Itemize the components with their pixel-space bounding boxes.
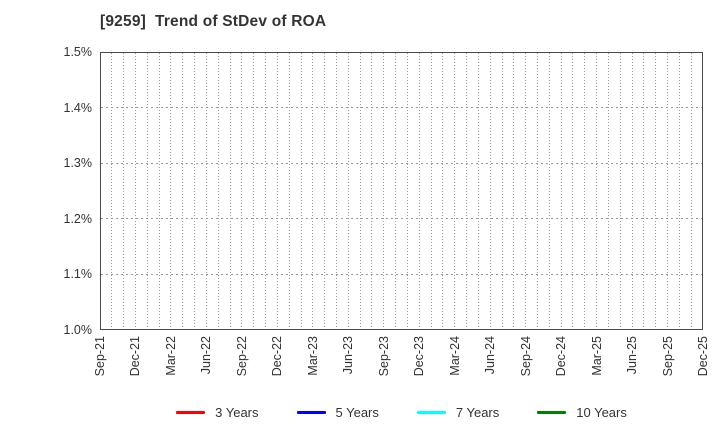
gridline-vertical (548, 53, 550, 329)
gridline-vertical (406, 53, 408, 329)
gridline-vertical (312, 53, 314, 329)
gridline-vertical (596, 53, 598, 329)
gridline-vertical (205, 53, 207, 329)
legend-item: 7 Years (416, 405, 500, 420)
gridline-vertical (525, 53, 527, 329)
x-tick-label: Dec-23 (412, 336, 427, 377)
y-tick-label: 1.5% (63, 45, 93, 59)
gridline-vertical (466, 53, 468, 329)
gridline-vertical (536, 53, 538, 329)
legend-item: 10 Years (537, 405, 627, 420)
plot-area (100, 52, 703, 330)
legend-label: 7 Years (455, 405, 500, 420)
x-tick-label: Jun-23 (341, 336, 356, 375)
x-tick-label: Mar-23 (305, 336, 320, 376)
gridline-vertical (607, 53, 609, 329)
y-tick-label: 1.1% (63, 267, 93, 282)
legend-item: 5 Years (296, 405, 379, 420)
gridline-vertical (265, 53, 267, 329)
x-tick-label: Jun-22 (199, 336, 214, 375)
gridline-vertical (690, 53, 692, 329)
gridline-vertical (359, 53, 361, 329)
legend-line-swatch (176, 411, 206, 414)
gridline-vertical (276, 53, 278, 329)
gridline-horizontal (101, 162, 702, 164)
gridline-vertical (489, 53, 491, 329)
gridline-vertical (383, 53, 385, 329)
gridline-vertical (182, 53, 184, 329)
x-tick-label: Dec-21 (128, 336, 143, 377)
gridline-vertical (643, 53, 645, 329)
gridline-vertical (241, 53, 243, 329)
x-tick-label: Dec-22 (270, 336, 285, 377)
gridline-vertical (371, 53, 373, 329)
x-tick-label: Mar-24 (447, 336, 462, 376)
gridline-vertical (655, 53, 657, 329)
gridline-vertical (454, 53, 456, 329)
legend-item: 3 Years (176, 405, 259, 420)
x-tick-label: Sep-21 (93, 336, 107, 377)
gridline-vertical (229, 53, 231, 329)
gridline-vertical (560, 53, 562, 329)
gridline-horizontal (101, 107, 702, 109)
gridline-vertical (619, 53, 621, 329)
gridline-vertical (134, 53, 136, 329)
x-tick-label: Mar-22 (163, 336, 178, 376)
gridline-horizontal (101, 273, 702, 275)
gridline-vertical (324, 53, 326, 329)
legend-label: 3 Years (215, 405, 259, 420)
gridline-vertical (146, 53, 148, 329)
x-tick-label: Sep-25 (660, 336, 675, 377)
gridline-vertical (335, 53, 337, 329)
legend: 3 Years 5 Years 7 Years 10 Years (100, 405, 703, 420)
gridline-vertical (584, 53, 586, 329)
gridline-vertical (158, 53, 160, 329)
chart-title: [9259] Trend of StDev of ROA (100, 13, 327, 30)
gridline-vertical (631, 53, 633, 329)
x-tick-label: Sep-24 (518, 336, 533, 377)
gridline-vertical (572, 53, 574, 329)
legend-line-swatch (537, 411, 567, 414)
legend-line-swatch (296, 411, 326, 414)
gridline-vertical (442, 53, 444, 329)
gridline-vertical (395, 53, 397, 329)
y-tick-label: 1.4% (63, 100, 93, 115)
gridline-vertical (111, 53, 113, 329)
x-tick-label: Sep-23 (376, 336, 391, 377)
gridline-horizontal (101, 218, 702, 220)
y-tick-label: 1.2% (63, 211, 93, 226)
x-tick-label: Sep-22 (234, 336, 249, 377)
y-tick-label: 1.3% (63, 156, 93, 171)
x-tick-label: Jun-25 (625, 336, 640, 375)
legend-label: 10 Years (576, 405, 627, 420)
legend-line-swatch (416, 411, 446, 414)
gridline-vertical (678, 53, 680, 329)
gridline-vertical (123, 53, 125, 329)
gridline-vertical (430, 53, 432, 329)
gridline-vertical (501, 53, 503, 329)
gridline-vertical (513, 53, 515, 329)
legend-label: 5 Years (335, 405, 379, 420)
gridline-vertical (217, 53, 219, 329)
gridline-vertical (194, 53, 196, 329)
x-tick-label: Mar-25 (589, 336, 604, 376)
x-tick-label: Dec-25 (696, 336, 710, 377)
gridline-vertical (300, 53, 302, 329)
x-tick-label: Jun-24 (483, 336, 498, 375)
gridline-vertical (477, 53, 479, 329)
gridline-vertical (667, 53, 669, 329)
gridline-vertical (253, 53, 255, 329)
x-tick-label: Dec-24 (554, 336, 569, 377)
gridline-vertical (288, 53, 290, 329)
y-tick-label: 1.0% (63, 323, 93, 337)
gridline-vertical (347, 53, 349, 329)
gridline-vertical (418, 53, 420, 329)
gridline-vertical (170, 53, 172, 329)
